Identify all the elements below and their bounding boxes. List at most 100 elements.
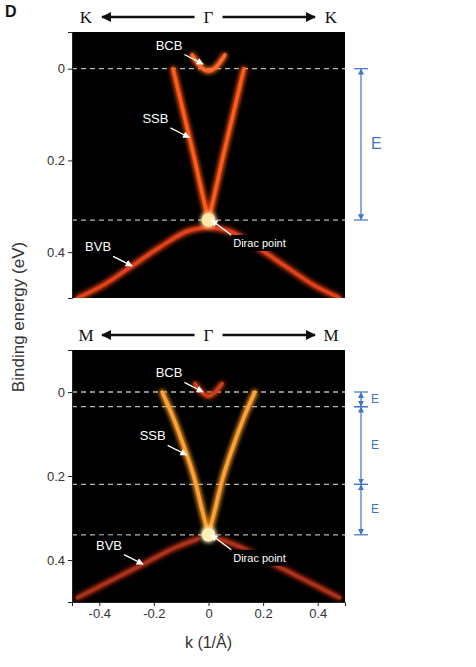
bracket-label: E: [371, 502, 379, 516]
tick-mark: [68, 160, 72, 161]
tick-mark: [68, 252, 72, 253]
tick-label: 0.2: [47, 153, 65, 168]
annotation-arrow: [168, 445, 187, 455]
band-line: [173, 69, 208, 220]
band-line: [192, 55, 225, 71]
reference-line: [72, 391, 345, 392]
x-axis-title: k (1/Å): [185, 633, 232, 651]
tick: 0.4: [47, 553, 72, 568]
annotation: Dirac point: [211, 535, 288, 566]
bracket-tick: [354, 391, 368, 392]
band-line: [77, 227, 208, 298]
label-patch: [140, 109, 170, 128]
y-axis-title: Binding energy (eV): [9, 242, 28, 392]
direction-label: Γ: [204, 8, 214, 27]
band-line: [162, 392, 208, 535]
bracket-tick: [354, 219, 368, 220]
label-patch: [83, 237, 113, 256]
annotation: BVB: [94, 536, 143, 565]
axis-line: [68, 351, 73, 603]
annotation: BVB: [83, 237, 132, 266]
bracket-label: E: [371, 438, 379, 452]
annotation: SSB: [138, 426, 187, 455]
annotation-label: BVB: [85, 239, 111, 254]
band-line: [209, 392, 255, 535]
bracket-tick: [354, 484, 368, 485]
direction-label: M: [323, 326, 338, 345]
annotation-arrow: [211, 535, 231, 550]
direction-arrow: [223, 334, 316, 337]
tick-mark: [68, 392, 72, 393]
tick: -0.2: [143, 602, 165, 621]
annotation-label: BCB: [156, 38, 183, 53]
direction-arrow: [102, 16, 195, 19]
annotation-arrow: [184, 55, 203, 65]
label-patch: [231, 235, 288, 251]
bracket: [360, 485, 361, 534]
label-patch: [94, 536, 124, 555]
annotation-label: SSB: [140, 428, 166, 443]
annotation-label: Dirac point: [233, 237, 286, 249]
panel: 0 0.2 0.4 K Γ K E BCB SSB BVB Dirac point: [47, 8, 382, 299]
tick: -0.4: [89, 602, 111, 621]
plot-area: [72, 384, 345, 598]
tick: 0: [58, 385, 72, 400]
label-patch: [154, 363, 185, 382]
plot-background: [72, 350, 345, 602]
annotation-arrow: [211, 220, 231, 235]
tick-mark: [68, 69, 72, 70]
direction-label: K: [325, 8, 338, 27]
reference-line: [72, 68, 345, 69]
tick-label: 0: [58, 61, 65, 76]
annotation: Dirac point: [211, 220, 288, 251]
tick: 0.2: [47, 469, 72, 484]
tick-label: 0.2: [47, 469, 65, 484]
y-axis: 0 0.2 0.4: [47, 33, 73, 299]
plot-area: [72, 55, 345, 298]
tick-label: 0.2: [255, 606, 273, 621]
tick-label: -0.4: [89, 606, 111, 621]
plot-background: [72, 32, 345, 298]
bracket-tick: [354, 68, 368, 69]
label-patch: [231, 550, 288, 566]
band-line: [219, 539, 339, 598]
bracket-label: E: [371, 135, 382, 152]
tick: 0.2: [47, 153, 72, 168]
tick: 0.4: [309, 602, 327, 621]
direction-arrow: [223, 16, 316, 19]
reference-line: [72, 406, 345, 407]
tick-mark: [68, 476, 72, 477]
tick-label: 0.4: [309, 606, 327, 621]
panel: 00.20.4-0.4-0.200.20.4k (1/Å)MΓMEEEBCBSS…: [47, 326, 379, 651]
bracket: [360, 407, 361, 484]
panel-letter: D: [5, 3, 17, 20]
annotation-arrow: [113, 256, 132, 266]
axis-line: [68, 33, 73, 299]
band-point: [202, 528, 215, 541]
direction-arrow: [102, 334, 195, 337]
tick-label: 0.4: [47, 245, 65, 260]
figure: 00.20.4KΓKEBCBSSBBVBDirac point00.20.4-0…: [0, 0, 476, 667]
x-axis: -0.4 -0.2 0 0.2 0.4: [73, 602, 346, 621]
tick: 0: [205, 602, 212, 621]
annotation-arrow: [184, 382, 203, 392]
tick-label: 0: [58, 385, 65, 400]
direction-label: Γ: [204, 326, 214, 345]
annotation-arrow: [124, 555, 143, 565]
tick-label: 0.4: [47, 553, 65, 568]
annotation-label: BCB: [156, 365, 183, 380]
label-patch: [138, 426, 168, 445]
bracket-tick: [354, 534, 368, 535]
direction-label: K: [80, 8, 93, 27]
annotation: BCB: [154, 36, 203, 65]
annotation-arrow: [170, 128, 189, 138]
tick: 0.4: [47, 245, 72, 260]
reference-line: [72, 484, 345, 485]
bracket: [360, 393, 361, 407]
y-axis: 0 0.2 0.4: [47, 351, 73, 603]
band-line: [209, 227, 340, 298]
tick-label: -0.2: [143, 606, 165, 621]
annotation-label: SSB: [142, 111, 168, 126]
label-patch: [154, 36, 185, 55]
tick-label: 0: [205, 606, 212, 621]
